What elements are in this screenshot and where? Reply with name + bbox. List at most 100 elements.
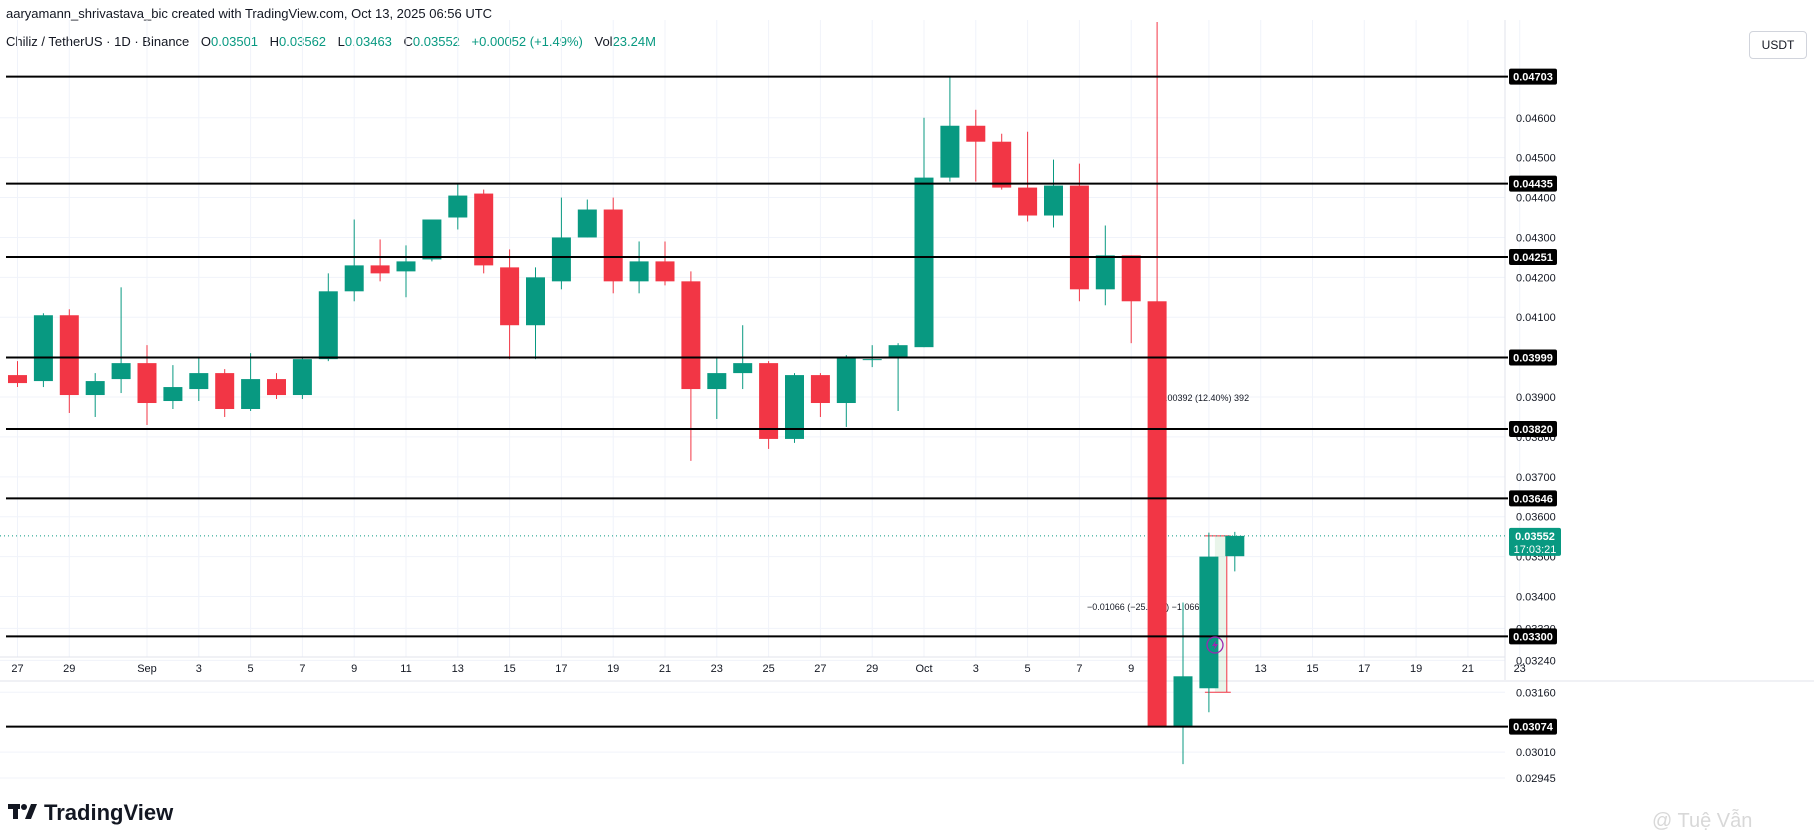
lightning-event-icon <box>1206 636 1224 654</box>
candlestick-chart[interactable]: 0.04600 0.04500 0.04400 0.04300 0.04200 0.041… <box>0 0 1814 790</box>
price-tick-label: 0.03400 <box>1516 592 1556 604</box>
level-price-badge <box>1509 349 1557 366</box>
tradingview-logo-icon <box>8 800 38 826</box>
time-tick-label: 29 <box>866 663 878 675</box>
candle-body-up <box>862 359 882 361</box>
candle-body-up <box>422 219 442 260</box>
candle-body-up <box>526 277 545 326</box>
time-tick-label: Sep <box>137 663 157 675</box>
candle-body-up <box>1199 556 1219 689</box>
time-tick-label: 3 <box>973 663 979 675</box>
candle-body-up <box>629 261 649 282</box>
time-tick-label: 15 <box>503 663 515 675</box>
measure-down-label: −0.01066 (−25.73%) −1,066 <box>1087 602 1199 612</box>
time-tick-label: Oct <box>915 663 932 675</box>
level-price-label: 0.03999 <box>1513 353 1553 365</box>
candle-body-up <box>189 373 209 390</box>
candle-body-down <box>759 363 779 439</box>
price-tick-label: 0.04300 <box>1516 232 1556 244</box>
price-tick-label: 0.02945 <box>1516 773 1556 785</box>
price-tick-label: 0.03900 <box>1516 392 1556 404</box>
candle-body-up <box>836 357 856 404</box>
level-price-label: 0.03300 <box>1513 631 1553 643</box>
tradingview-brand-name: TradingView <box>44 800 174 825</box>
candle-body-down <box>500 267 520 326</box>
candle-body-up <box>707 373 727 390</box>
level-price-badge <box>1509 420 1557 437</box>
time-tick-label: 25 <box>762 663 774 675</box>
event-icon-circle <box>1206 636 1224 654</box>
candle-body-down <box>655 261 675 282</box>
level-price-badge <box>1509 175 1557 192</box>
price-tick-label: 0.03160 <box>1516 687 1556 699</box>
candle-body-up <box>241 379 261 410</box>
candle-body-up <box>940 125 960 178</box>
price-tick-label: 0.04100 <box>1516 312 1556 324</box>
candle-body-down <box>59 315 79 396</box>
price-tick-label: 0.04500 <box>1516 153 1556 165</box>
time-tick-label: 19 <box>607 663 619 675</box>
symbol-legend[interactable]: Chiliz / TetherUS · 1D · Binance O0.0350… <box>6 34 656 49</box>
candle-body-up <box>1225 535 1245 557</box>
candle-body-up <box>344 265 364 292</box>
candle-body-down <box>966 125 986 142</box>
candle-body-up <box>914 177 934 348</box>
candle-body-down <box>267 379 286 396</box>
time-tick-label: 9 <box>351 663 357 675</box>
time-tick-label: 5 <box>1025 663 1031 675</box>
level-price-badge <box>1509 490 1557 507</box>
time-tick-label: 15 <box>1306 663 1318 675</box>
candle-body-down <box>1069 185 1089 290</box>
high-label: H <box>269 34 280 49</box>
candle-body-up <box>1173 676 1193 727</box>
price-tick-label: 0.03700 <box>1516 472 1556 484</box>
close-label: C <box>403 34 413 49</box>
time-tick-label: 17 <box>1358 663 1370 675</box>
candle-body-down <box>370 265 390 274</box>
time-tick-label: 5 <box>248 663 254 675</box>
open-label: O <box>200 34 212 49</box>
measure-up-label: 0.00392 (12.40%) 392 <box>1160 393 1249 403</box>
level-price-label: 0.04251 <box>1513 252 1553 264</box>
candle-body-down <box>215 373 235 410</box>
candle-body-down <box>1121 255 1141 302</box>
time-tick-label: 17 <box>555 663 567 675</box>
time-tick-label: 23 <box>1514 663 1526 675</box>
level-price-label: 0.03820 <box>1513 424 1553 436</box>
time-tick-label: 3 <box>196 663 202 675</box>
last-price-label: 0.03552 <box>1515 531 1555 543</box>
attribution-text: aaryamann_shrivastava_bic created with T… <box>6 6 493 21</box>
time-tick-label: 19 <box>1410 663 1422 675</box>
last-price-badge <box>1509 527 1561 556</box>
level-price-label: 0.03646 <box>1513 493 1553 505</box>
candle-body-down <box>474 193 494 266</box>
candle-body-up <box>33 315 53 382</box>
candle-body-down <box>137 363 157 404</box>
candle-body-up <box>396 261 416 272</box>
tradingview-brand: TradingView <box>8 800 173 826</box>
time-tick-label: 27 <box>814 663 826 675</box>
candle-body-down <box>681 281 701 390</box>
time-tick-label: 27 <box>11 663 23 675</box>
time-tick-label: 13 <box>452 663 464 675</box>
event-icon-bolt <box>1212 640 1218 650</box>
close-value: 0.03552 <box>412 34 460 49</box>
time-tick-label: 13 <box>1255 663 1267 675</box>
candle-body-down <box>8 375 27 384</box>
measure-range-box <box>1214 535 1227 693</box>
candle-body-up <box>785 375 804 439</box>
price-tick-label: 0.03010 <box>1516 747 1556 759</box>
time-tick-label: 29 <box>63 663 75 675</box>
time-tick-label: 7 <box>1076 663 1082 675</box>
watermark-text: @ Tuệ Vẫn <box>1652 810 1753 832</box>
currency-selector[interactable]: USDT <box>1749 31 1807 59</box>
open-value: 0.03501 <box>211 34 259 49</box>
low-value: 0.03463 <box>344 34 392 49</box>
bar-countdown-label: 17:03:21 <box>1514 544 1557 556</box>
price-tick-label: 0.03600 <box>1516 512 1556 524</box>
candle-body-up <box>577 209 597 238</box>
time-tick-label: 21 <box>1462 663 1474 675</box>
candle-body-up <box>1044 185 1063 216</box>
candle-body-down <box>1147 301 1167 727</box>
time-tick-label: 21 <box>659 663 671 675</box>
